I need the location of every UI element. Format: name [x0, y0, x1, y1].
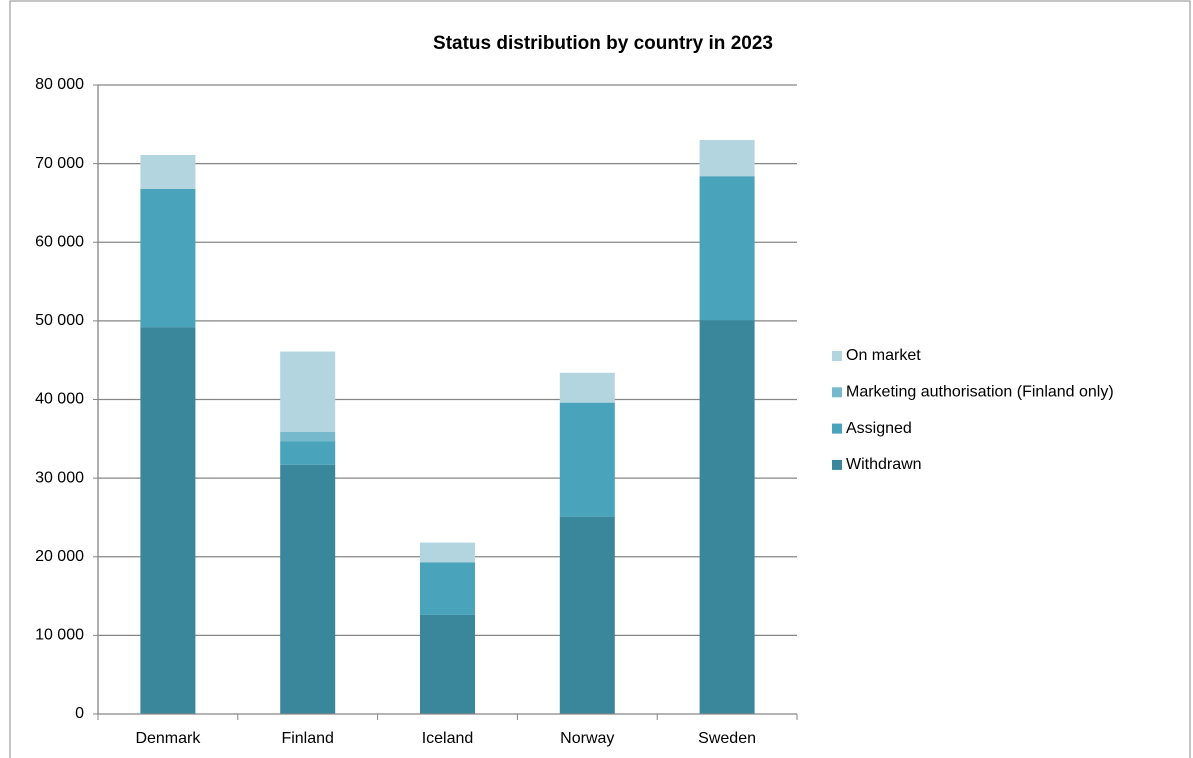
bar-segment — [699, 320, 755, 714]
y-tick-label: 30 000 — [35, 469, 84, 486]
x-tick-label: Finland — [281, 730, 333, 747]
bar-segment — [280, 441, 336, 465]
bar-segment — [699, 140, 755, 177]
x-tick-label: Iceland — [422, 730, 474, 747]
y-tick-label: 80 000 — [35, 76, 84, 93]
bar-segment — [280, 464, 336, 714]
bar-segment — [140, 188, 196, 328]
bar-segment — [280, 431, 336, 442]
y-tick-label: 50 000 — [35, 312, 84, 329]
bar-segment — [140, 327, 196, 714]
x-tick-label: Sweden — [698, 730, 756, 747]
bar-segment — [699, 176, 755, 321]
legend-swatch — [832, 459, 842, 470]
bar-segment — [140, 154, 196, 189]
legend-swatch — [832, 351, 842, 361]
bar-segment — [420, 614, 475, 714]
bar-segment — [559, 402, 615, 517]
y-tick-label: 0 — [75, 705, 84, 722]
x-tick-label: Denmark — [135, 730, 201, 747]
y-tick-label: 40 000 — [35, 391, 84, 408]
y-tick-label: 20 000 — [35, 548, 84, 565]
y-tick-label: 10 000 — [35, 627, 84, 644]
y-tick-label: 60 000 — [35, 233, 84, 250]
legend-label: On market — [846, 347, 921, 364]
bar-segment — [559, 516, 615, 714]
legend-label: Withdrawn — [846, 456, 922, 473]
y-tick-label: 70 000 — [35, 155, 84, 172]
bar-segment — [559, 372, 615, 403]
bar-segment — [420, 542, 475, 563]
bar-segment — [420, 562, 475, 615]
bar-segment — [280, 351, 336, 432]
x-tick-label: Norway — [560, 730, 614, 747]
legend-label: Assigned — [846, 420, 912, 437]
legend-swatch — [832, 387, 842, 398]
legend-label: Marketing authorisation (Finland only) — [846, 384, 1114, 401]
chart-title: Status distribution by country in 2023 — [433, 33, 773, 54]
legend-swatch — [832, 423, 842, 434]
